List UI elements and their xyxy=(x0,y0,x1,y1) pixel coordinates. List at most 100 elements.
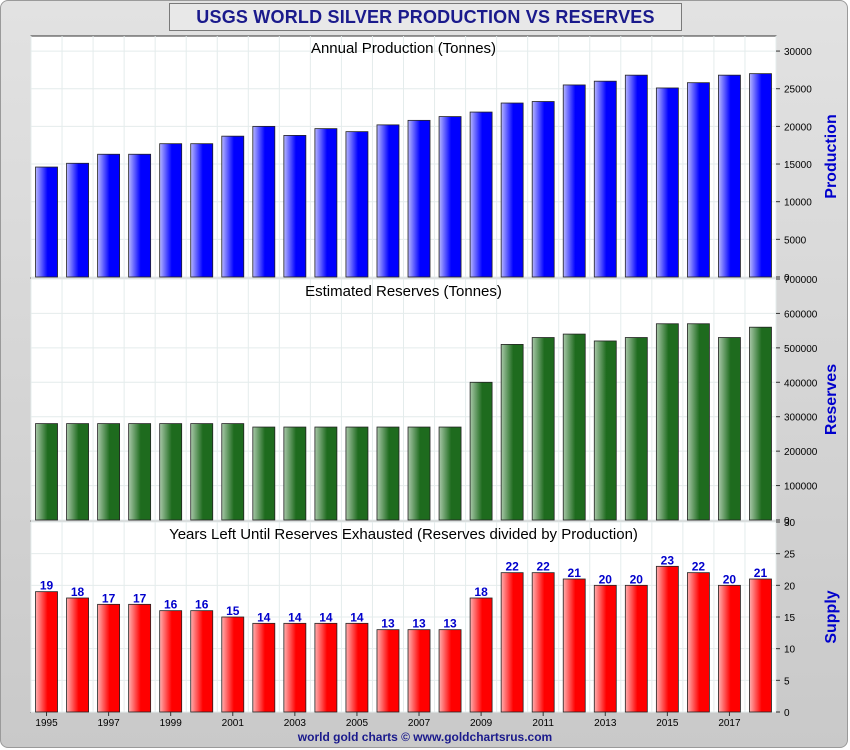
data-label: 19 xyxy=(40,579,54,593)
years-left-bar xyxy=(562,578,586,713)
production-bar xyxy=(500,102,524,278)
reserves-bar xyxy=(531,337,555,521)
years-left-bar xyxy=(128,603,152,713)
y-tick-label: 400000 xyxy=(784,378,818,389)
years-left-bar xyxy=(190,610,214,713)
x-tick-label: 1995 xyxy=(35,718,58,729)
reserves-bar xyxy=(469,381,493,521)
y-tick-label: 0 xyxy=(784,708,790,719)
years-left-bar xyxy=(35,591,58,713)
x-tick-label: 2015 xyxy=(656,718,679,729)
years-left-bar xyxy=(500,572,524,713)
production-bar xyxy=(562,84,586,278)
data-label: 17 xyxy=(133,591,147,605)
reserves-bar xyxy=(686,323,710,521)
years-left-bar xyxy=(655,565,679,713)
reserves-bar xyxy=(562,333,586,521)
years-left-bar xyxy=(749,578,772,713)
production-bar xyxy=(593,80,617,278)
y-tick-label: 500000 xyxy=(784,344,818,355)
y-tick-label: 200000 xyxy=(784,447,818,458)
production-bar xyxy=(749,73,772,278)
production-bar xyxy=(97,153,121,278)
years-left-bar xyxy=(345,622,369,713)
production-bar xyxy=(283,135,307,278)
reserves-bar xyxy=(252,426,276,521)
data-label: 20 xyxy=(630,572,644,586)
years-left-bar xyxy=(376,629,400,713)
years-left-bar xyxy=(718,584,741,713)
reserves-bar xyxy=(624,337,648,521)
data-label: 16 xyxy=(164,598,178,612)
production-bar xyxy=(469,111,493,278)
production-bar xyxy=(407,119,431,278)
y-tick-label: 20 xyxy=(784,581,796,592)
x-tick-label: 2017 xyxy=(718,718,741,729)
years-left-bar xyxy=(314,622,338,713)
y-tick-label: 30000 xyxy=(784,47,812,58)
data-label: 14 xyxy=(288,610,302,624)
data-label: 21 xyxy=(568,566,582,580)
data-label: 14 xyxy=(319,610,333,624)
y-tick-label: 700000 xyxy=(784,275,818,286)
years-left-bar xyxy=(469,597,493,713)
data-label: 13 xyxy=(381,617,395,631)
production-bar xyxy=(314,128,338,278)
production-bar xyxy=(128,153,152,278)
reserves-bar xyxy=(655,323,679,521)
production-bar xyxy=(190,143,214,278)
y-tick-label: 15 xyxy=(784,613,796,624)
x-tick-label: 2001 xyxy=(222,718,245,729)
production-bar xyxy=(655,87,679,278)
data-label: 13 xyxy=(412,617,426,631)
data-label: 14 xyxy=(350,610,364,624)
y-tick-label: 25 xyxy=(784,550,796,561)
reserves-bar xyxy=(407,426,431,521)
data-label: 16 xyxy=(195,598,209,612)
production-bar xyxy=(35,166,58,278)
data-label: 13 xyxy=(443,617,457,631)
y-tick-label: 0 xyxy=(784,516,790,527)
y-tick-label: 0 xyxy=(784,273,790,284)
years-left-bar xyxy=(531,572,555,713)
years-left-bar xyxy=(438,629,462,713)
y-tick-label: 15000 xyxy=(784,160,812,171)
reserves-bar xyxy=(35,423,58,521)
footer-credit: world gold charts © www.goldchartsrus.co… xyxy=(297,730,553,744)
x-tick-label: 1997 xyxy=(97,718,120,729)
reserves-bar xyxy=(593,340,617,521)
x-tick-label: 2009 xyxy=(470,718,493,729)
y-axis-label-years-left: Supply xyxy=(823,590,840,643)
data-label: 14 xyxy=(257,610,271,624)
production-bar xyxy=(221,135,245,278)
data-label: 22 xyxy=(537,560,551,574)
production-bar xyxy=(718,74,741,278)
x-tick-label: 2003 xyxy=(284,718,307,729)
years-left-bar xyxy=(686,572,710,713)
x-tick-label: 2011 xyxy=(532,718,554,729)
y-tick-label: 5000 xyxy=(784,235,807,246)
reserves-bar xyxy=(66,423,89,521)
y-tick-label: 30 xyxy=(784,518,796,529)
y-tick-label: 10000 xyxy=(784,198,812,209)
y-axis-label-reserves: Reserves xyxy=(823,364,840,435)
y-tick-label: 600000 xyxy=(784,309,818,320)
data-label: 17 xyxy=(102,591,116,605)
reserves-bar xyxy=(159,423,183,521)
panel-title-years-left: Years Left Until Reserves Exhausted (Res… xyxy=(169,526,638,543)
years-left-bar xyxy=(66,597,89,713)
production-bar xyxy=(252,125,276,278)
chart-title: USGS WORLD SILVER PRODUCTION VS RESERVES xyxy=(196,7,655,27)
years-left-bar xyxy=(252,622,276,713)
chart-title-box: USGS WORLD SILVER PRODUCTION VS RESERVES xyxy=(169,3,682,31)
reserves-bar xyxy=(283,426,307,521)
data-label: 15 xyxy=(226,604,240,618)
y-tick-label: 10 xyxy=(784,645,796,656)
years-left-bar xyxy=(593,584,617,713)
data-label: 18 xyxy=(474,585,488,599)
x-tick-label: 2007 xyxy=(408,718,431,729)
data-label: 22 xyxy=(692,560,706,574)
production-bar xyxy=(531,101,555,278)
data-label: 23 xyxy=(661,553,675,567)
reserves-bar xyxy=(345,426,369,521)
